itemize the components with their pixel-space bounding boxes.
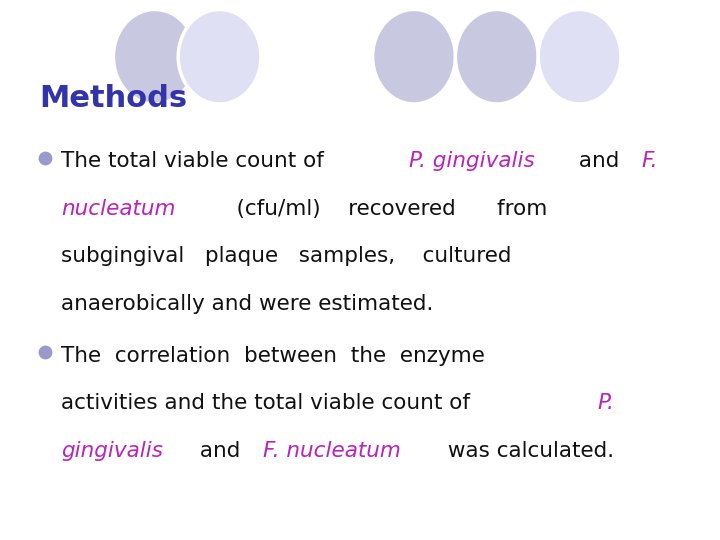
Text: gingivalis: gingivalis — [61, 441, 163, 461]
Text: anaerobically and were estimated.: anaerobically and were estimated. — [61, 294, 433, 314]
Text: Methods: Methods — [40, 84, 188, 113]
Text: and: and — [193, 441, 247, 461]
Text: nucleatum: nucleatum — [61, 199, 176, 219]
Text: and: and — [572, 151, 626, 171]
Text: subgingival   plaque   samples,    cultured: subgingival plaque samples, cultured — [61, 246, 512, 266]
Ellipse shape — [372, 10, 455, 104]
Ellipse shape — [455, 10, 538, 104]
Text: F.: F. — [642, 151, 658, 171]
Point — [40, 348, 51, 356]
Text: The total viable count of: The total viable count of — [61, 151, 331, 171]
Text: (cfu/ml)    recovered      from: (cfu/ml) recovered from — [209, 199, 547, 219]
Text: P. gingivalis: P. gingivalis — [409, 151, 535, 171]
Text: P.: P. — [598, 393, 615, 413]
Ellipse shape — [114, 10, 196, 104]
Text: F. nucleatum: F. nucleatum — [263, 441, 401, 461]
Text: activities and the total viable count of: activities and the total viable count of — [61, 393, 477, 413]
Text: was calculated.: was calculated. — [441, 441, 614, 461]
Point — [40, 153, 51, 162]
Ellipse shape — [539, 10, 621, 104]
Ellipse shape — [179, 10, 261, 104]
Text: The  correlation  between  the  enzyme: The correlation between the enzyme — [61, 346, 485, 366]
